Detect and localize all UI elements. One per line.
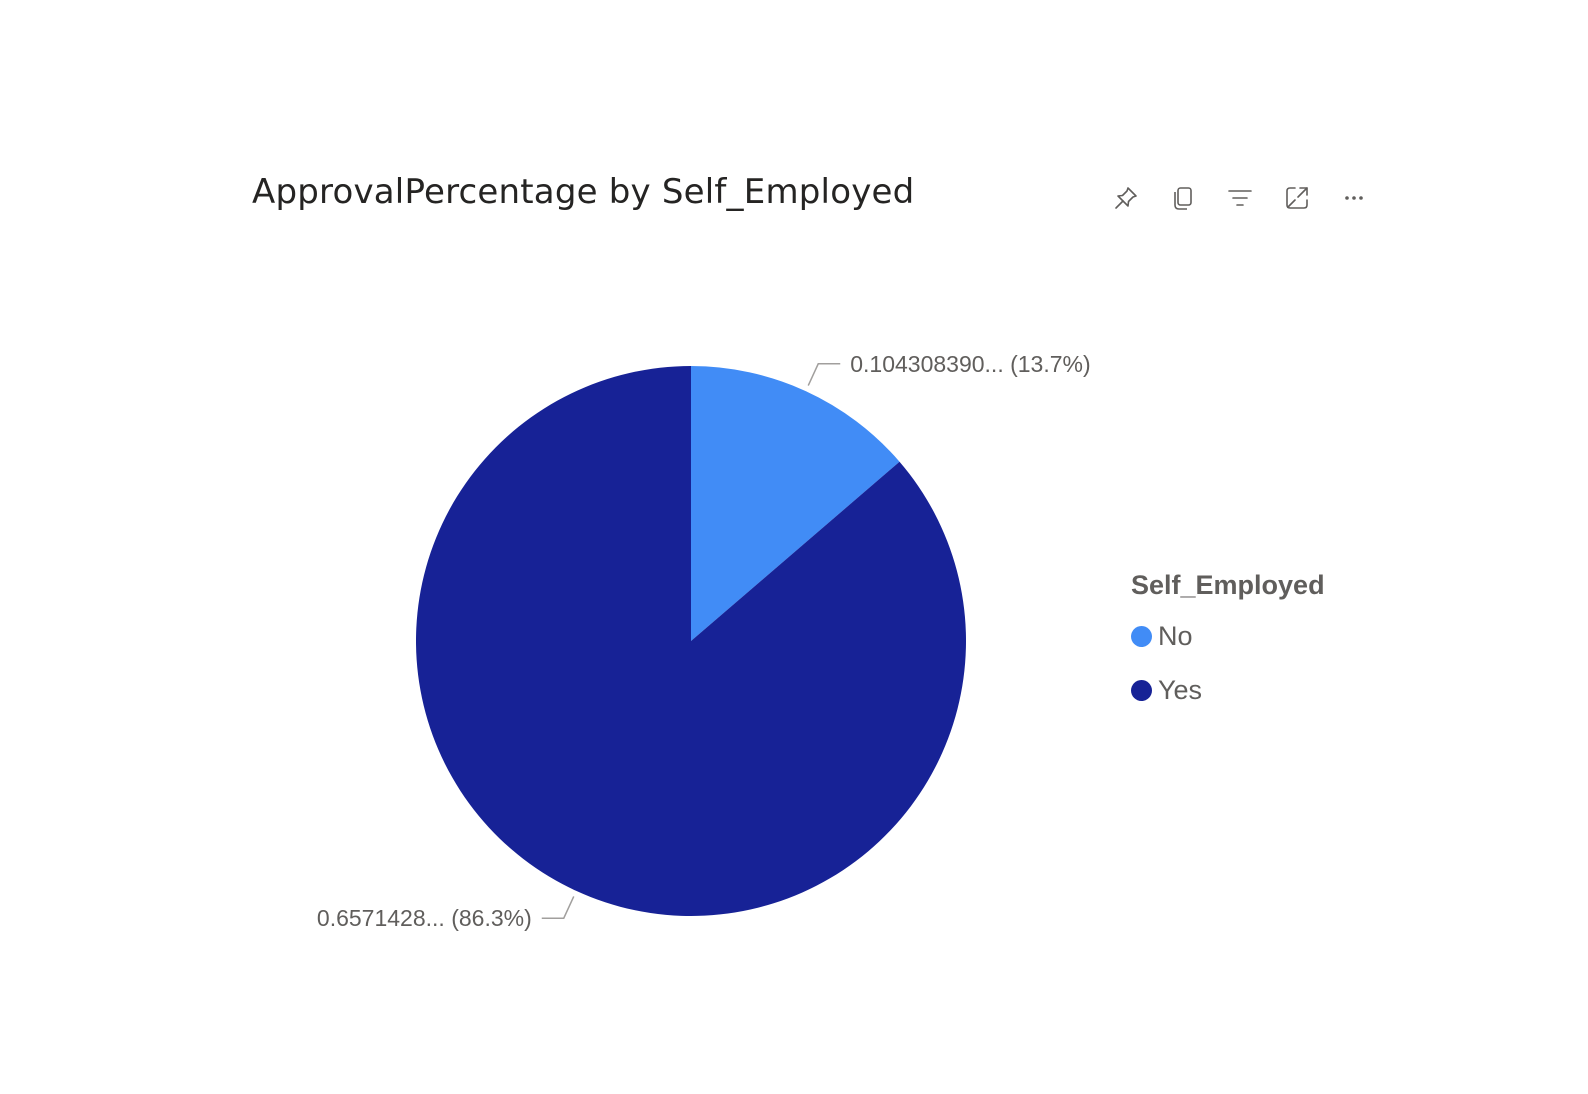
legend-item-yes[interactable]: Yes	[1131, 663, 1325, 717]
more-options-button[interactable]	[1336, 182, 1372, 218]
legend-label-yes: Yes	[1158, 674, 1203, 705]
pie-slice-no[interactable]	[691, 366, 900, 641]
pie-slice-yes[interactable]	[416, 366, 966, 917]
visual-header-toolbar	[1108, 182, 1372, 218]
legend-item-no[interactable]: No	[1131, 609, 1325, 663]
focus-mode-button[interactable]	[1279, 182, 1315, 218]
legend-label-no: No	[1158, 620, 1193, 651]
data-label-yes: 0.6571428... (86.3%)	[317, 905, 532, 931]
legend-swatch-yes	[1131, 679, 1152, 701]
data-label-no: 0.104308390... (13.7%)	[850, 351, 1090, 377]
legend: Self_Employed No Yes	[1131, 570, 1325, 717]
leader-line-yes	[541, 896, 575, 919]
chart-title: ApprovalPercentage by Self_Employed	[252, 172, 915, 212]
copy-icon	[1169, 184, 1197, 216]
legend-title: Self_Employed	[1131, 570, 1325, 600]
legend-swatch-no	[1131, 625, 1152, 647]
pin-icon	[1112, 184, 1140, 216]
filter-button[interactable]	[1222, 182, 1258, 218]
leader-line-no	[807, 363, 841, 386]
filter-icon	[1226, 184, 1254, 216]
copy-visual-button[interactable]	[1165, 182, 1201, 218]
focus-mode-icon	[1283, 184, 1311, 216]
pin-visual-button[interactable]	[1108, 182, 1144, 218]
more-options-icon	[1340, 184, 1368, 216]
